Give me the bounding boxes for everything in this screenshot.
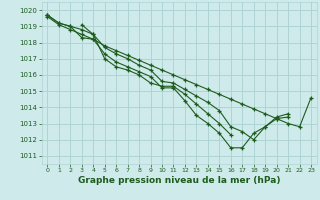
X-axis label: Graphe pression niveau de la mer (hPa): Graphe pression niveau de la mer (hPa): [78, 176, 280, 185]
